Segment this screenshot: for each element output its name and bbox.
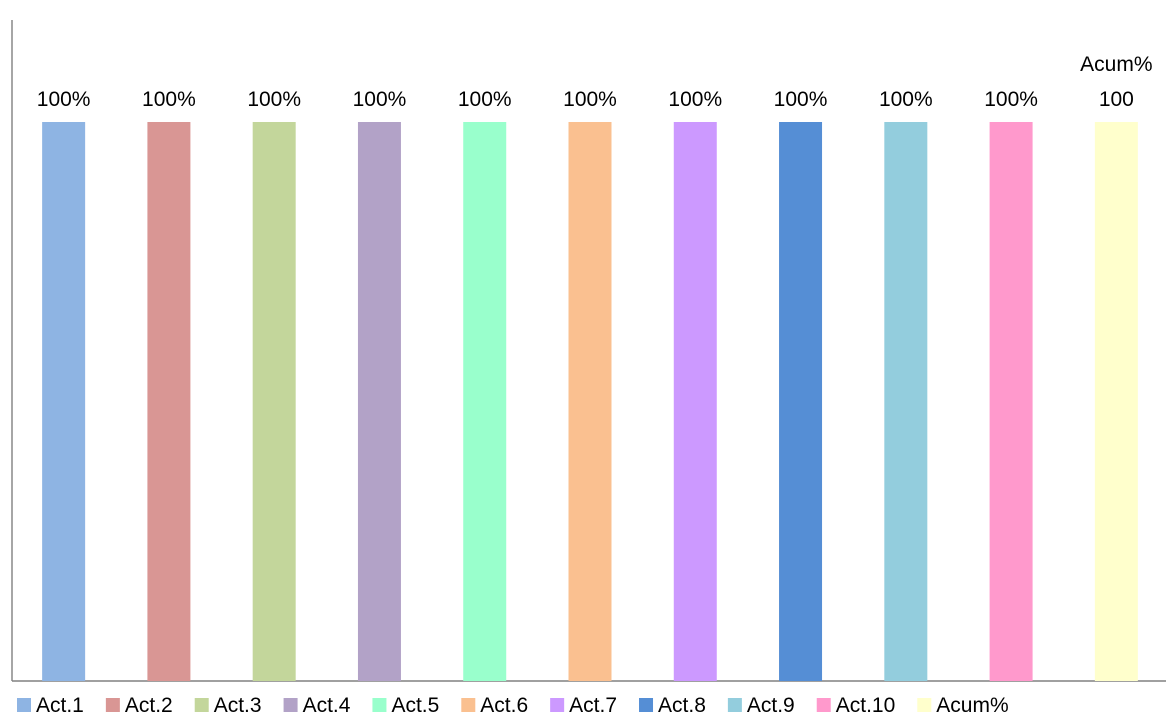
legend-swatch-act-3: [194, 698, 209, 712]
data-label-act-9: 100%: [879, 88, 933, 111]
data-label-acum: 100: [1099, 88, 1134, 111]
legend-label-act-1: Act.1: [36, 694, 84, 717]
legend-label-act-3: Act.3: [214, 694, 262, 717]
legend-swatch-acum: [917, 698, 932, 712]
data-label-act-1: 100%: [37, 88, 91, 111]
legend-swatch-act-10: [816, 698, 831, 712]
data-label-act-2: 100%: [142, 88, 196, 111]
bar-act-2: [147, 122, 191, 681]
legend-label-act-9: Act.9: [747, 694, 795, 717]
legend-swatch-act-7: [550, 698, 565, 712]
data-label-act-10: 100%: [984, 88, 1038, 111]
legend-label-acum: Acum%: [936, 694, 1008, 717]
bar-acum: [1094, 122, 1138, 681]
bar-act-6: [568, 122, 612, 681]
legend-swatch-act-8: [639, 698, 654, 712]
data-label-act-8: 100%: [774, 88, 828, 111]
bar-act-10: [989, 122, 1033, 681]
bar-act-5: [463, 122, 507, 681]
legend-item-act-8: Act.8: [639, 694, 706, 717]
legend: Act.1 Act.2 Act.3 Act.4 Act.5 Act.6 Act.7 Act.8…: [17, 694, 1009, 717]
legend-item-act-5: Act.5: [372, 694, 439, 717]
legend-item-act-3: Act.3: [194, 694, 262, 717]
legend-label-act-5: Act.5: [391, 694, 439, 717]
data-label-act-4: 100%: [353, 88, 407, 111]
bar-act-8: [779, 122, 823, 681]
legend-item-act-4: Act.4: [283, 694, 351, 717]
data-label-act-3: 100%: [247, 88, 301, 111]
bar-act-7: [673, 122, 717, 681]
legend-swatch-act-5: [372, 698, 387, 712]
legend-swatch-act-1: [17, 698, 31, 712]
legend-swatch-act-6: [461, 698, 476, 712]
data-labels-group: 100% 100% 100% 100% 100% 100% 100% 100% 100% 100%…: [37, 53, 1153, 111]
legend-label-act-7: Act.7: [569, 694, 617, 717]
legend-label-act-8: Act.8: [658, 694, 706, 717]
legend-label-act-4: Act.4: [303, 694, 351, 717]
bar-act-3: [252, 122, 296, 681]
legend-swatch-act-4: [283, 698, 298, 712]
data-label-act-7: 100%: [668, 88, 722, 111]
legend-item-act-7: Act.7: [550, 694, 617, 717]
legend-swatch-act-9: [727, 698, 742, 712]
data-label-act-6: 100%: [563, 88, 617, 111]
legend-item-act-1: Act.1: [17, 694, 84, 717]
legend-label-act-2: Act.2: [125, 694, 173, 717]
bar-act-1: [42, 122, 86, 681]
legend-swatch-act-2: [105, 698, 120, 712]
legend-item-act-10: Act.10: [816, 694, 896, 717]
legend-label-act-10: Act.10: [836, 694, 896, 717]
legend-item-act-9: Act.9: [727, 694, 795, 717]
bars-group: [42, 122, 1138, 681]
data-label-act-5: 100%: [458, 88, 512, 111]
bar-act-9: [884, 122, 928, 681]
legend-label-act-6: Act.6: [480, 694, 528, 717]
data-label-prefix-acum: Acum%: [1080, 53, 1152, 76]
legend-item-act-6: Act.6: [461, 694, 528, 717]
legend-item-act-2: Act.2: [105, 694, 173, 717]
legend-item-acum: Acum%: [917, 694, 1009, 717]
bar-act-4: [357, 122, 401, 681]
